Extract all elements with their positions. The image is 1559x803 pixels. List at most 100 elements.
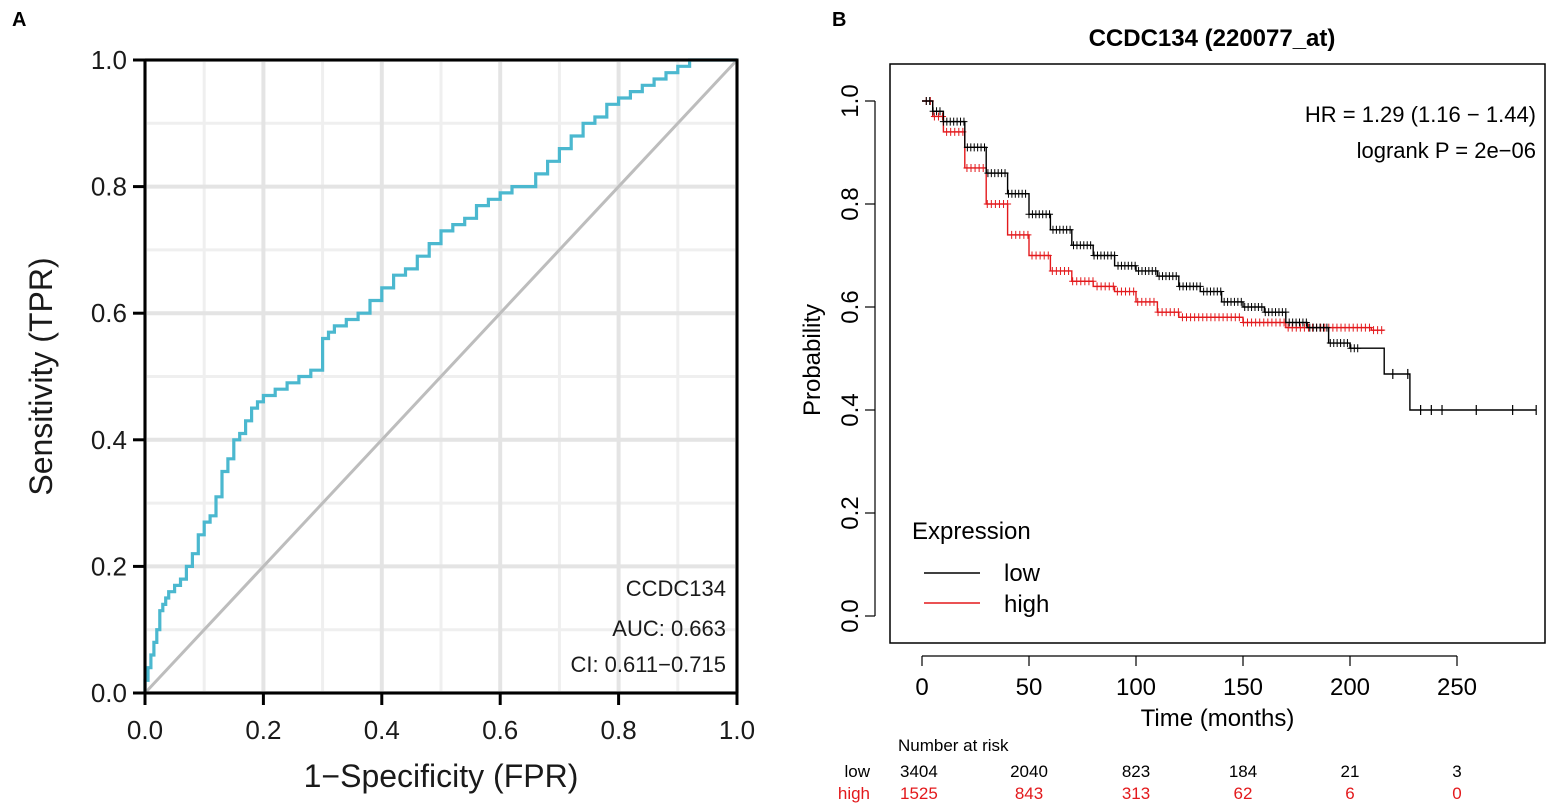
roc-x-tick-label: 1.0 — [719, 715, 755, 745]
km-censor-mark — [1004, 200, 1012, 208]
km-censor-mark — [1150, 297, 1158, 306]
risk-table-cell: 21 — [1341, 762, 1360, 781]
km-y-tick-label: 0.8 — [837, 187, 864, 220]
km-censor-mark — [1302, 318, 1310, 327]
km-censor-mark — [1131, 261, 1139, 270]
km-censor-mark — [936, 107, 944, 116]
roc-x-tick-label: 0.8 — [601, 715, 637, 745]
km-censor-mark — [1089, 277, 1097, 286]
km-censor-mark — [980, 143, 988, 152]
roc-y-axis-label: Sensitivity (TPR) — [23, 257, 59, 495]
panel-b-km: B CCDC134 (220077_at) 0 50 100 150 200 250 0.… — [799, 9, 1546, 803]
panel-a-roc: A 0.0 0.2 0.4 0.6 0.8 1.0 0.00.20.40.60.81.0 … — [12, 9, 755, 794]
roc-y-tick-label: 1.0 — [91, 45, 127, 75]
km-y-tick-label: 0.6 — [837, 290, 864, 323]
roc-curve — [143, 58, 737, 693]
km-x-tick-label: 150 — [1223, 674, 1263, 701]
km-legend-title: Expression — [912, 518, 1031, 545]
km-y-tick-label: 0.2 — [837, 496, 864, 529]
km-censor-mark — [1046, 210, 1054, 219]
roc-legend-auc: AUC: 0.663 — [612, 616, 726, 641]
km-censor-mark — [1087, 241, 1095, 250]
km-censor-mark — [1044, 251, 1052, 260]
km-y-tick-label: 1.0 — [837, 84, 864, 117]
km-censor-mark — [1172, 272, 1180, 281]
km-censor-marks-low — [922, 97, 1537, 415]
km-censor-mark — [1354, 344, 1362, 353]
km-hazard-ratio: HR = 1.29 (1.16 − 1.44) — [1305, 102, 1536, 127]
km-legend: Expression low high — [912, 518, 1049, 618]
km-censor-mark — [1237, 297, 1245, 306]
km-title: CCDC134 (220077_at) — [1089, 25, 1336, 52]
km-censor-mark — [1235, 313, 1243, 322]
risk-table-cell: 62 — [1234, 784, 1253, 803]
roc-y-tick-label: 0.2 — [91, 551, 127, 581]
risk-table-cell: 2040 — [1010, 762, 1048, 781]
roc-x-axis: 0.0 0.2 0.4 0.6 0.8 1.0 — [127, 693, 755, 745]
roc-x-axis-label: 1−Specificity (FPR) — [304, 758, 579, 794]
risk-table-row-label: low — [844, 762, 870, 781]
km-curves — [922, 97, 1537, 415]
km-censor-mark — [939, 112, 947, 121]
risk-table-cell: 184 — [1229, 762, 1257, 781]
km-censor-mark — [1323, 323, 1331, 332]
km-censor-mark — [960, 117, 968, 126]
km-legend-low-label: low — [1004, 560, 1041, 587]
km-censor-mark — [1282, 308, 1290, 317]
km-censor-mark — [1378, 326, 1386, 335]
km-legend-high-label: high — [1004, 591, 1049, 618]
km-plot-frame — [889, 63, 1546, 644]
km-y-axis-label: Probability — [799, 304, 826, 416]
risk-table-cell: 1525 — [900, 784, 938, 803]
risk-table-cell: 313 — [1122, 784, 1150, 803]
risk-table-cell: 843 — [1015, 784, 1043, 803]
km-x-tick-label: 250 — [1437, 674, 1477, 701]
km-x-tick-label: 100 — [1116, 674, 1156, 701]
panel-b-label: B — [832, 9, 846, 31]
roc-y-tick-label: 0.4 — [91, 425, 127, 455]
km-censor-mark — [1343, 339, 1351, 348]
km-stats: HR = 1.29 (1.16 − 1.44) logrank P = 2e−0… — [1305, 102, 1536, 163]
km-censor-mark — [1152, 266, 1160, 275]
km-censor-mark — [1174, 308, 1182, 317]
roc-x-tick-label: 0.0 — [127, 715, 163, 745]
risk-table-cell: 0 — [1452, 784, 1461, 803]
risk-table: Number at risk low 3404 2040 823 184 21 3 high 1… — [838, 736, 1462, 803]
roc-diagonal-reference — [143, 58, 739, 695]
km-censor-mark — [1258, 303, 1266, 311]
risk-table-title: Number at risk — [898, 736, 1009, 755]
km-censor-mark — [1130, 287, 1138, 296]
km-censor-mark — [1024, 230, 1032, 239]
km-censor-mark — [1365, 323, 1373, 332]
roc-x-tick-label: 0.2 — [245, 715, 281, 745]
roc-legend-gene: CCDC134 — [626, 576, 726, 601]
roc-plot-frame — [143, 58, 739, 695]
roc-y-axis: 0.0 0.2 0.4 0.6 0.8 1.0 — [91, 45, 145, 708]
km-x-tick-label: 200 — [1330, 674, 1370, 701]
km-censor-mark — [1066, 225, 1074, 234]
km-censor-marks-high — [922, 97, 1386, 335]
km-logrank-p: logrank P = 2e−06 — [1357, 138, 1536, 163]
roc-y-tick-label: 0.6 — [91, 298, 127, 328]
km-curve-high — [922, 100, 1385, 331]
km-x-axis: 0 50 100 150 200 250 — [915, 655, 1477, 701]
roc-x-tick-label: 0.4 — [364, 715, 400, 745]
km-censor-mark — [1217, 287, 1225, 296]
km-y-tick-label: 0.0 — [837, 599, 864, 632]
roc-y-tick-label: 0.0 — [91, 678, 127, 708]
panel-a-label: A — [12, 9, 26, 31]
km-x-tick-label: 0 — [915, 674, 928, 701]
km-censor-mark — [1001, 169, 1009, 178]
roc-y-tick-label: 0.8 — [91, 172, 127, 202]
km-censor-mark — [1065, 266, 1073, 275]
km-x-tick-label: 50 — [1016, 674, 1043, 701]
km-censor-mark — [1109, 282, 1117, 291]
km-censor-mark — [1111, 251, 1119, 260]
km-x-axis-label: Time (months) — [1141, 705, 1295, 732]
risk-table-row-label: high — [838, 784, 870, 803]
roc-x-tick-label: 0.6 — [482, 715, 518, 745]
km-y-axis: 0.0 0.2 0.4 0.6 0.8 1.0 — [837, 84, 876, 633]
roc-legend: CCDC134 AUC: 0.663 CI: 0.611−0.715 — [570, 576, 726, 677]
km-y-tick-label: 0.4 — [837, 393, 864, 426]
